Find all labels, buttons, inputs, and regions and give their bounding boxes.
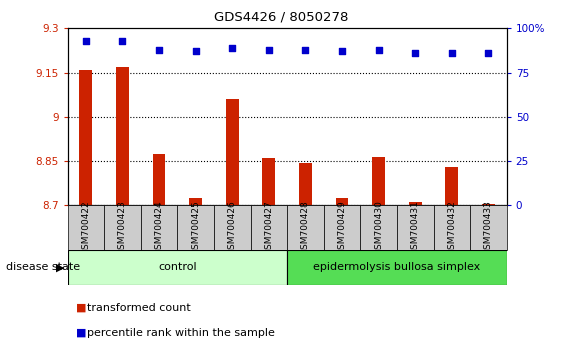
Point — [118, 38, 127, 44]
FancyBboxPatch shape — [177, 205, 214, 250]
Point — [227, 45, 237, 51]
Text: GSM700426: GSM700426 — [228, 200, 236, 255]
FancyBboxPatch shape — [434, 205, 470, 250]
Text: control: control — [158, 262, 196, 272]
Bar — [299, 162, 312, 205]
FancyBboxPatch shape — [360, 205, 397, 250]
FancyBboxPatch shape — [251, 205, 287, 250]
Text: GSM700430: GSM700430 — [374, 200, 383, 255]
Text: GSM700424: GSM700424 — [155, 200, 163, 255]
Text: GSM700427: GSM700427 — [265, 200, 273, 255]
Bar — [482, 204, 495, 205]
Text: disease state: disease state — [6, 262, 80, 272]
FancyBboxPatch shape — [324, 205, 360, 250]
Text: GSM700428: GSM700428 — [301, 200, 310, 255]
Bar — [153, 154, 166, 205]
Bar — [445, 167, 458, 205]
Bar — [409, 202, 422, 205]
FancyBboxPatch shape — [214, 205, 251, 250]
Text: epidermolysis bullosa simplex: epidermolysis bullosa simplex — [313, 262, 481, 272]
FancyBboxPatch shape — [470, 205, 507, 250]
FancyBboxPatch shape — [287, 205, 324, 250]
Text: ■: ■ — [76, 328, 87, 338]
FancyBboxPatch shape — [141, 205, 177, 250]
Bar — [189, 198, 202, 205]
Point — [484, 50, 493, 56]
Text: GDS4426 / 8050278: GDS4426 / 8050278 — [215, 11, 348, 24]
Bar — [79, 70, 92, 205]
Point — [374, 47, 383, 52]
Point — [191, 48, 200, 54]
Point — [265, 47, 274, 52]
Text: transformed count: transformed count — [87, 303, 191, 313]
FancyBboxPatch shape — [68, 205, 104, 250]
Point — [338, 48, 347, 54]
Point — [301, 47, 310, 52]
Text: GSM700431: GSM700431 — [411, 200, 419, 255]
Text: ■: ■ — [76, 303, 87, 313]
Text: GSM700425: GSM700425 — [191, 200, 200, 255]
Text: GSM700429: GSM700429 — [338, 200, 346, 255]
FancyBboxPatch shape — [397, 205, 434, 250]
Bar — [116, 67, 129, 205]
Bar — [372, 157, 385, 205]
Point — [81, 38, 90, 44]
Point — [411, 50, 420, 56]
Text: GSM700422: GSM700422 — [82, 200, 90, 255]
Text: ▶: ▶ — [56, 262, 65, 272]
FancyBboxPatch shape — [68, 250, 287, 285]
Bar — [336, 198, 348, 205]
Point — [447, 50, 456, 56]
FancyBboxPatch shape — [287, 250, 507, 285]
Text: GSM700423: GSM700423 — [118, 200, 127, 255]
Bar — [226, 99, 239, 205]
Point — [154, 47, 164, 52]
Text: percentile rank within the sample: percentile rank within the sample — [87, 328, 275, 338]
FancyBboxPatch shape — [104, 205, 141, 250]
Text: GSM700433: GSM700433 — [484, 200, 493, 255]
Bar — [262, 158, 275, 205]
Text: GSM700432: GSM700432 — [448, 200, 456, 255]
